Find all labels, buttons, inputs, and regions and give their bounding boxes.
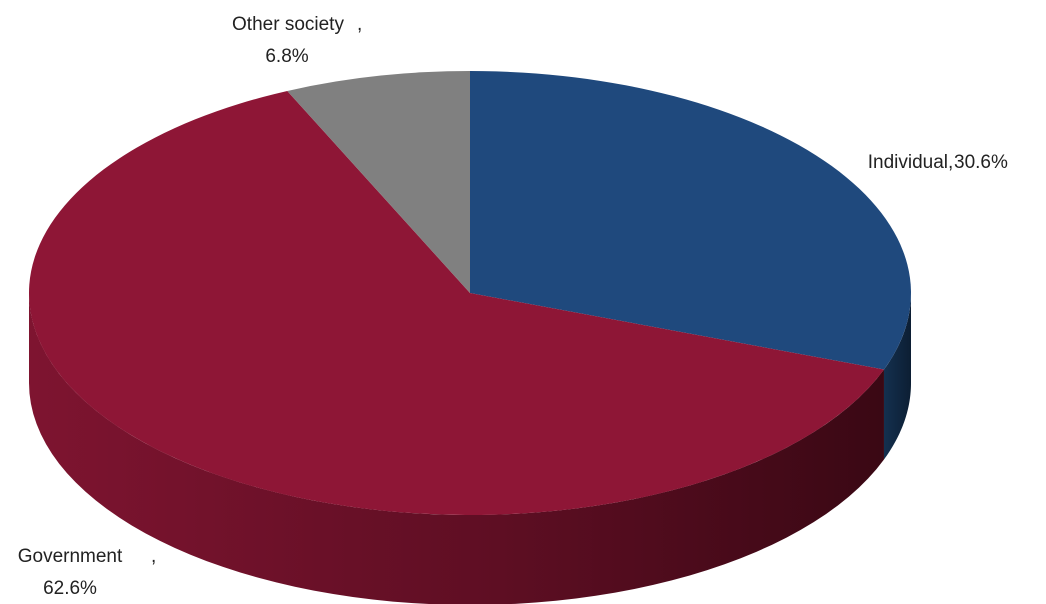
- slice-label-individual-value: 30.6%: [954, 152, 1008, 173]
- pie-slice-other-society: [287, 71, 470, 293]
- slice-label-government-comma: ,: [151, 546, 156, 567]
- slice-label-government-name: Government: [18, 546, 123, 567]
- pie-slice-side-government: [29, 293, 884, 604]
- slice-label-other-society-comma: ,: [357, 14, 362, 35]
- pie-slice-individual: [470, 71, 911, 370]
- pie-slice-side-individual: [883, 293, 911, 460]
- slice-label-government-value: 62.6%: [43, 578, 97, 599]
- slice-label-other-society-name: Other society: [232, 14, 344, 35]
- slice-label-individual-comma: ,: [948, 152, 953, 173]
- slice-label-individual-name: Individual: [868, 152, 948, 173]
- slice-label-other-society-value: 6.8%: [265, 46, 308, 67]
- pie-slices: [28, 71, 911, 604]
- pie-slice-government: [28, 90, 884, 516]
